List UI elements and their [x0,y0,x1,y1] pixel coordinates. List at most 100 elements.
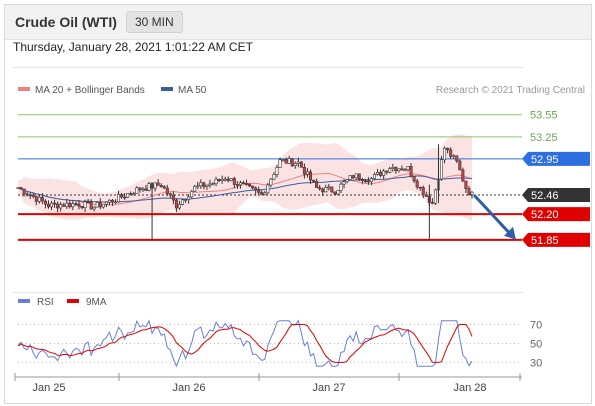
candle-body [339,183,343,191]
candle-body [254,187,258,191]
candle-body [65,202,69,207]
chart-timestamp: Thursday, January 28, 2021 1:01:22 AM CE… [13,40,253,54]
level-label-53.25: 53.25 [530,132,558,144]
candle-body [184,199,188,201]
level-label-52.95: 52.95 [531,154,559,166]
candle-body [272,174,276,180]
candle-body [281,159,285,161]
candle-body [34,196,38,202]
divider-top [12,67,524,68]
rsi-legend-label-0: RSI [37,297,54,308]
candle-body [101,203,105,208]
copyright-credit: Research © 2021 Trading Central [436,85,585,96]
candle-body [220,178,224,181]
candle-body [19,187,23,190]
legend-label-0: MA 20 + Bollinger Bands [35,85,145,96]
ma20-line [17,173,473,206]
candle-body [238,182,242,186]
divider-mid [12,292,524,293]
candle-body [31,194,35,197]
candle-body [251,185,255,189]
candle-body [177,204,181,209]
candle-body [366,180,370,183]
candle-body [260,192,264,195]
candle-body [336,190,340,195]
candle-body [309,171,313,181]
candle-body [156,182,160,186]
candle-body [110,199,114,203]
candle-body [452,155,456,158]
candle-body [190,190,194,198]
candle-body [43,200,47,205]
candle-body [449,149,453,157]
candle-body [95,202,99,208]
candle-body [107,199,111,203]
level-tag-52.20 [522,207,590,222]
rsi-tick-70: 70 [530,319,542,331]
candle-body [467,188,471,195]
level-tag-52.95 [522,151,590,166]
candles-group [16,146,474,213]
candle-body [174,199,178,209]
candle-body [315,181,319,189]
candle-body [144,188,148,191]
candle-body [138,187,142,190]
candle-body [92,206,96,210]
legend-label-1: MA 50 [178,85,207,96]
candle-body [147,183,151,191]
candle-body [293,163,297,167]
level-tag-51.85 [522,232,590,247]
candle-body [59,204,63,209]
candle-body [129,193,133,195]
candle-body [330,186,334,193]
candle-body [391,167,395,169]
candle-body [117,194,121,203]
instrument-title: Crude Oil (WTI) [15,14,117,30]
rsi-tick-50: 50 [530,338,542,350]
x-tick-0: Jan 25 [32,382,65,394]
candle-body [40,196,44,202]
candle-body [159,185,163,187]
rsi-9ma-line [17,324,473,363]
candle-body [372,174,376,179]
level-tag-52.46 [522,187,590,202]
candle-body [168,193,172,196]
candle-body [171,194,175,201]
candle-body [214,178,218,184]
candle-body [205,184,209,188]
candle-body [418,186,422,189]
candle-body [440,159,444,180]
candle-body [135,187,139,194]
candle-body [126,193,130,198]
candle-body [461,169,465,182]
timeframe-badge[interactable]: 30 MIN [126,11,183,33]
candle-body [406,166,410,171]
candle-body [229,178,233,182]
candle-body [28,194,32,197]
candle-body [74,203,78,205]
candle-body [363,180,367,183]
candle-body [153,182,157,189]
candle-body [333,191,337,195]
rsi-legend-label-1: 9MA [86,297,107,308]
candle-body [235,184,239,186]
candle-body [165,187,169,194]
candle-body [46,203,50,208]
candle-body [162,186,166,189]
candle-body [302,167,306,175]
bollinger-band-area [18,134,472,222]
candle-body [318,187,322,190]
candle-body [412,175,416,182]
candle-body [114,201,118,204]
candle-body [376,172,380,175]
x-tick-1: Jan 26 [172,382,205,394]
candle-body [53,202,57,205]
candle-body [193,185,197,192]
candle-body [403,169,407,172]
level-label-53.55: 53.55 [530,110,558,122]
candle-body [89,201,93,210]
candle-body [269,178,273,186]
candle-body [248,183,252,187]
candle-body [77,203,81,207]
